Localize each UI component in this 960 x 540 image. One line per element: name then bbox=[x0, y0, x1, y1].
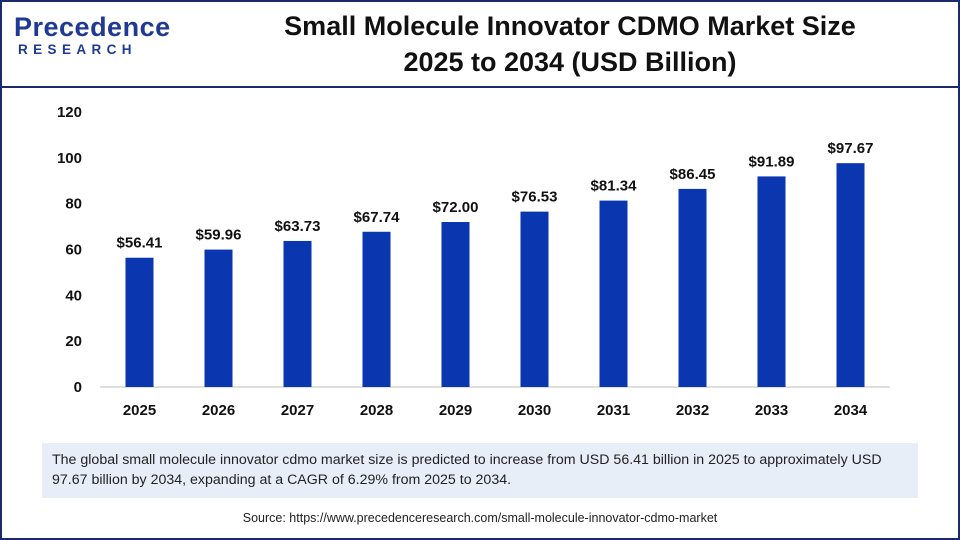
brand-logo-sub: RESEARCH bbox=[18, 42, 137, 57]
brand-logo-name: Precedence bbox=[14, 12, 171, 42]
y-tick-label: 20 bbox=[65, 333, 82, 350]
y-tick-label: 120 bbox=[57, 104, 82, 121]
x-tick-label-2025: 2025 bbox=[123, 402, 156, 419]
x-tick-label-2033: 2033 bbox=[755, 402, 788, 419]
x-tick-label-2026: 2026 bbox=[202, 402, 235, 419]
bar-2033 bbox=[757, 176, 786, 387]
data-label-2029: $72.00 bbox=[433, 199, 479, 216]
bar-2028 bbox=[362, 231, 391, 387]
brand-logo[interactable]: Precedence RESEARCH bbox=[14, 12, 174, 72]
x-tick-label-2029: 2029 bbox=[439, 402, 472, 419]
bar-chart: 0 20 40 60 80 100 120 $56.41 2025 $59.96 2026 $63.7… bbox=[57, 104, 890, 419]
x-tick-label-2032: 2032 bbox=[676, 402, 709, 419]
source-text: Source: https://www.precedenceresearch.c… bbox=[242, 511, 718, 525]
caption-box: The global small molecule innovator cdmo… bbox=[42, 443, 918, 498]
data-label-2025: $56.41 bbox=[117, 235, 163, 252]
bar-2031 bbox=[599, 200, 628, 387]
data-label-2030: $76.53 bbox=[512, 189, 558, 206]
bar-2034 bbox=[836, 163, 865, 387]
x-tick-label-2028: 2028 bbox=[360, 402, 393, 419]
x-tick-label-2030: 2030 bbox=[518, 402, 551, 419]
x-tick-label-2031: 2031 bbox=[597, 402, 630, 419]
bar-2029 bbox=[441, 222, 470, 387]
data-label-2032: $86.45 bbox=[670, 166, 716, 183]
bar-2032 bbox=[678, 188, 707, 387]
data-label-2031: $81.34 bbox=[591, 178, 638, 195]
x-tick-label-2034: 2034 bbox=[834, 402, 868, 419]
data-label-2028: $67.74 bbox=[354, 209, 401, 226]
bar-2027 bbox=[283, 240, 312, 387]
y-tick-label: 80 bbox=[65, 196, 82, 213]
data-label-2027: $63.73 bbox=[275, 218, 321, 235]
header-divider bbox=[0, 86, 960, 88]
x-tick-label-2027: 2027 bbox=[281, 402, 314, 419]
chart-title-line1: Small Molecule Innovator CDMO Market Siz… bbox=[284, 11, 856, 41]
chart-title: Small Molecule Innovator CDMO Market Siz… bbox=[210, 8, 930, 80]
bar-2025 bbox=[125, 257, 154, 387]
y-tick-label: 60 bbox=[65, 242, 82, 259]
data-label-2026: $59.96 bbox=[196, 227, 242, 244]
caption-text: The global small molecule innovator cdmo… bbox=[52, 452, 882, 488]
chart-title-line2: 2025 to 2034 (USD Billion) bbox=[403, 47, 737, 77]
y-tick-label: 0 bbox=[74, 379, 82, 396]
y-tick-label: 100 bbox=[57, 150, 82, 167]
bar-2030 bbox=[520, 211, 549, 387]
y-tick-label: 40 bbox=[65, 287, 82, 304]
data-label-2034: $97.67 bbox=[828, 140, 874, 157]
data-label-2033: $91.89 bbox=[749, 153, 795, 170]
header: Precedence RESEARCH Small Molecule Innov… bbox=[0, 0, 960, 86]
bar-2026 bbox=[204, 249, 233, 387]
